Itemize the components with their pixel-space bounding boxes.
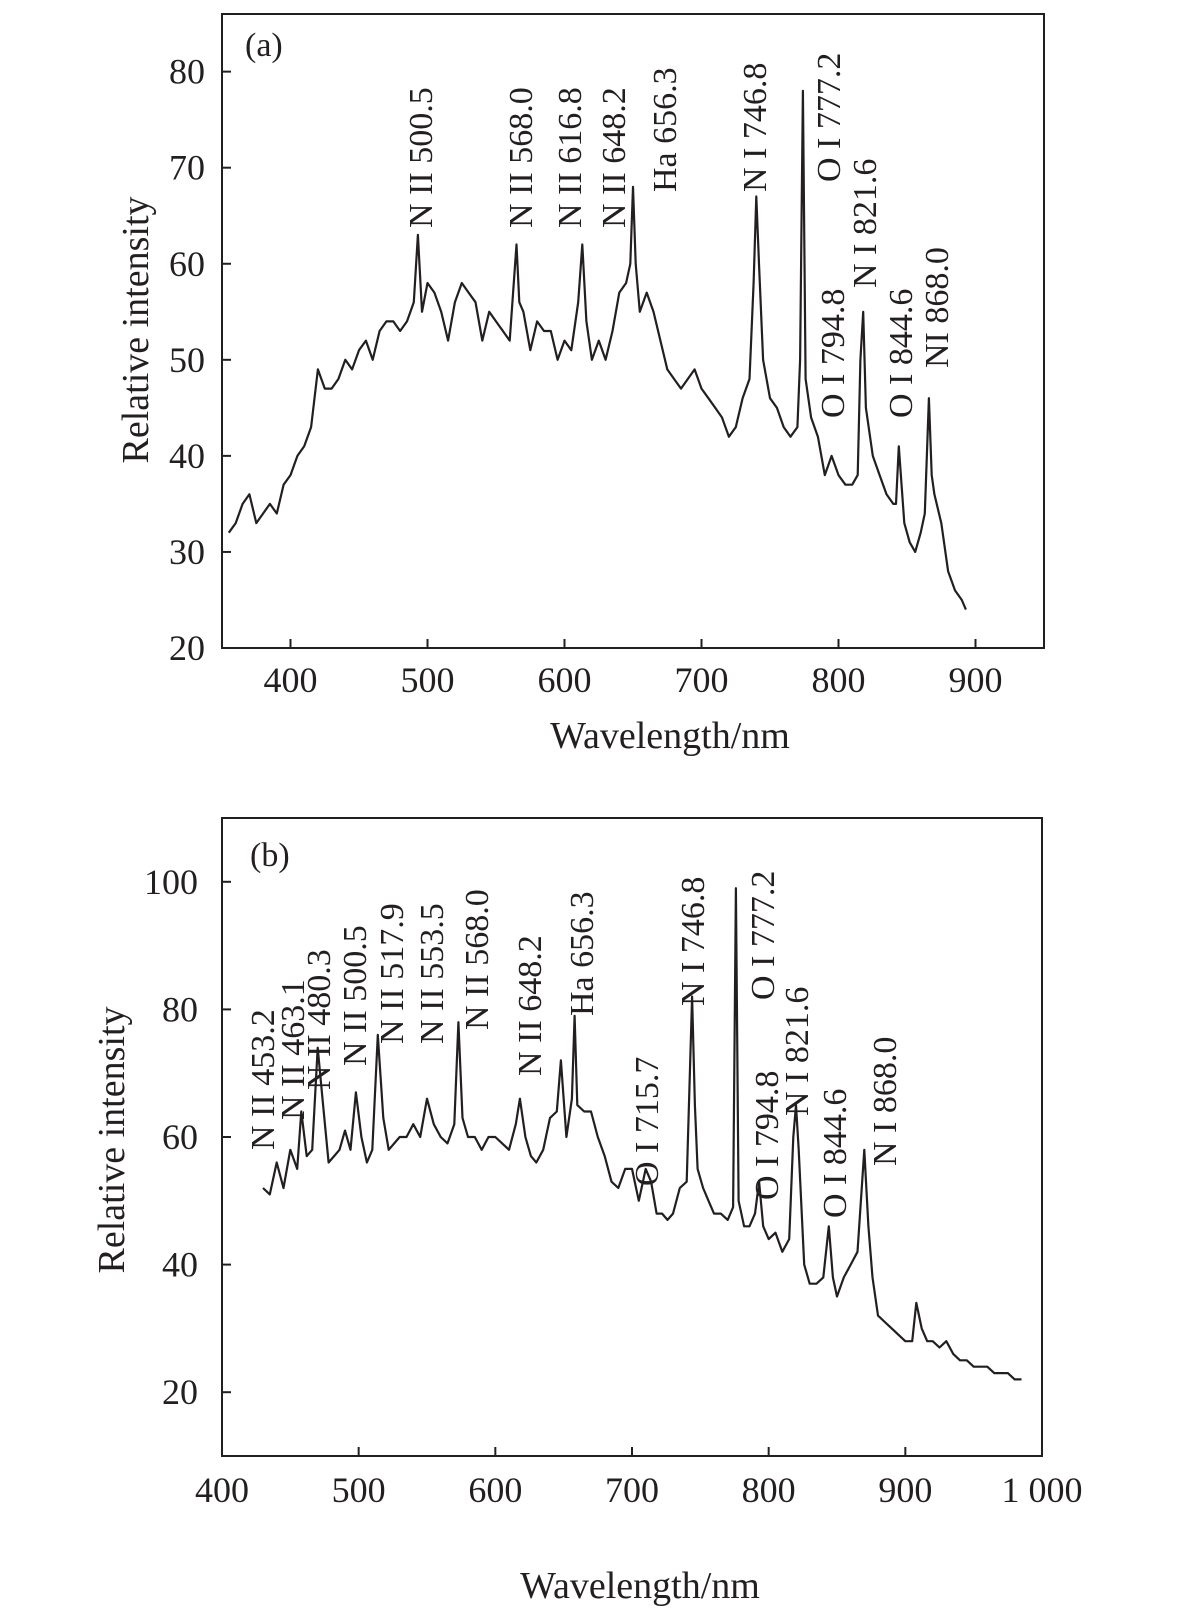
x-axis-label-a: Wavelength/nm [550,715,790,757]
axis-ticks-b [221,880,1043,1456]
plot-frame-a [221,13,1045,649]
spectrum-line-a [227,89,967,611]
axis-ticks-a [222,70,977,649]
annotation-ha-656-3-a: Ha 656.3 [647,67,684,192]
y-tick-label-b-4: 100 [144,862,198,902]
panel-label-b: (b) [250,837,290,874]
y-tick-label-a-3: 50 [169,340,205,380]
annotation-nii-568-0-b: N II 568.0 [459,889,496,1030]
x-tick-label-b-4: 800 [742,1470,796,1510]
annotation-nii-500-5-a: N II 500.5 [403,87,440,228]
annotation-nii-463-1-b: N II 463.1 [275,979,312,1120]
annotation-nii-553-5-b: N II 553.5 [414,903,451,1044]
annotation-oi-777-2-b: O I 777.2 [745,871,782,1000]
peak-annotations-a: N II 500.5 N II 568.0 N II 616.8 N II 64… [403,53,956,418]
annotation-nii-517-9-b: N II 517.9 [374,903,411,1044]
x-tick-label-a-4: 800 [812,660,866,700]
annotation-ha-656-3-b: Ha 656.3 [564,891,601,1016]
x-tick-label-b-3: 700 [605,1470,659,1510]
x-tick-label-a-1: 500 [401,660,455,700]
y-tick-labels-b: 20 40 60 80 100 [144,862,198,1412]
annotation-oi-794-8-b: O I 794.8 [749,1071,786,1200]
annotation-nii-568-0-a: N II 568.0 [503,87,540,228]
x-tick-labels-b: 400 500 600 700 800 900 1 000 [195,1470,1083,1510]
y-tick-label-a-1: 30 [169,532,205,572]
x-tick-label-b-1: 500 [332,1470,386,1510]
annotation-oi-794-8-a: O I 794.8 [815,289,852,418]
annotation-ni-821-6-a: N I 821.6 [847,159,884,288]
annotation-nii-648-2-a: N II 648.2 [596,87,633,228]
x-tick-label-a-0: 400 [264,660,318,700]
y-tick-label-a-6: 80 [169,52,205,92]
annotation-oi-844-6-b: O I 844.6 [817,1089,854,1218]
x-tick-label-b-6: 1 000 [1002,1470,1083,1510]
annotation-ni-868-0-b: N I 868.0 [867,1037,904,1166]
y-tick-label-b-0: 20 [162,1372,198,1412]
annotation-nii-500-5-b: N II 500.5 [337,925,374,1066]
y-axis-label-a: Relative intensity [115,196,157,463]
annotation-oi-844-6-a: O I 844.6 [883,289,920,418]
chart-panel-a: (a) 400 500 600 700 800 900 20 30 40 50 60 70 80 Wa… [115,13,1045,757]
annotation-ni-821-6-b: N I 821.6 [779,987,816,1116]
annotation-nii-453-2-b: N II 453.2 [245,1009,282,1150]
y-axis-label-b: Relative intensity [91,1006,133,1273]
x-tick-label-b-0: 400 [195,1470,249,1510]
y-tick-label-a-2: 40 [169,436,205,476]
annotation-nii-480-3-b: N II 480.3 [301,949,338,1090]
peak-annotations-b: N II 453.2 N II 463.1 N II 480.3 N II 50… [245,871,904,1218]
annotation-nii-616-8-a: N II 616.8 [552,87,589,228]
x-tick-label-a-2: 600 [538,660,592,700]
y-tick-label-b-1: 40 [162,1245,198,1285]
annotation-ni-868-0-a: NI 868.0 [919,247,956,368]
y-tick-label-b-3: 80 [162,989,198,1029]
chart-panel-b: (b) 400 500 600 700 800 900 1 000 20406080100 … [91,817,1083,1607]
annotation-ni-746-8-a: N I 746.8 [737,63,774,192]
x-axis-label-b: Wavelength/nm [520,1565,760,1607]
y-tick-label-b-2: 60 [162,1117,198,1157]
x-tick-label-a-5: 900 [949,660,1003,700]
annotation-nii-648-2-b: N II 648.2 [512,935,549,1076]
spectrum-line-b [262,887,1022,1381]
x-tick-label-a-3: 700 [675,660,729,700]
y-tick-label-a-0: 20 [169,628,205,668]
panel-label-a: (a) [245,27,283,64]
annotation-oi-777-2-a: O I 777.2 [811,53,848,182]
x-tick-label-b-5: 900 [878,1470,932,1510]
annotation-oi-715-7-b: O I 715.7 [629,1057,666,1186]
y-tick-label-a-5: 70 [169,148,205,188]
x-tick-labels-a: 400 500 600 700 800 900 [264,660,1003,700]
y-tick-labels-a: 20 30 40 50 60 70 80 [169,52,205,668]
y-tick-label-a-4: 60 [169,244,205,284]
annotation-ni-746-8-b: N I 746.8 [675,877,712,1006]
x-tick-label-b-2: 600 [468,1470,522,1510]
